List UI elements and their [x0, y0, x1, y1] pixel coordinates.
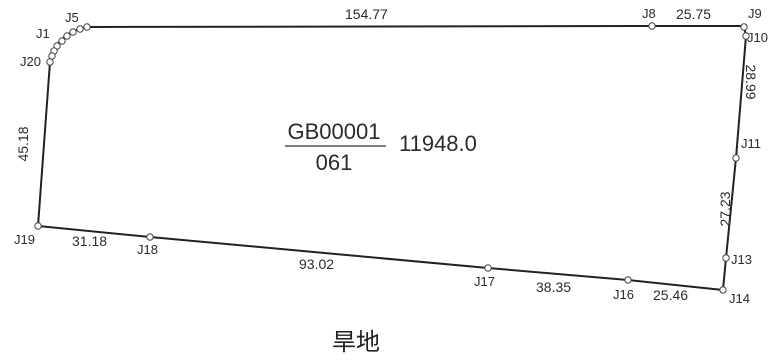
- point-marker-j16: [624, 276, 632, 284]
- parcel-area: 11948.0: [399, 131, 477, 156]
- point-label-j5: J5: [65, 10, 79, 25]
- point-label-j20: J20: [20, 54, 41, 69]
- point-label-j9: J9: [748, 6, 762, 21]
- edge-length-j17-j18: 93.02: [299, 256, 334, 272]
- edge-length-j14-j16: 25.46: [653, 287, 688, 303]
- boundary-points: [34, 22, 750, 294]
- parcel-number: 061: [316, 150, 353, 175]
- point-marker-j13: [722, 254, 730, 262]
- point-label-j1: J1: [36, 26, 50, 41]
- point-label-j8: J8: [642, 6, 656, 21]
- point-marker-arc-3: [63, 32, 71, 40]
- point-label-j17: J17: [474, 274, 495, 289]
- point-label-j11: J11: [741, 136, 761, 151]
- edge-length-j18-j19: 31.18: [72, 233, 107, 249]
- point-label-j19: J19: [14, 232, 35, 247]
- point-label-j14: J14: [729, 291, 750, 306]
- point-label-j13: J13: [731, 252, 752, 267]
- point-marker-j20: [46, 58, 54, 66]
- point-marker-arc-2: [69, 28, 77, 36]
- edge-length-j19-j20: 45.18: [15, 126, 31, 161]
- point-label-j18: J18: [137, 242, 158, 257]
- edge-length-j5-j8: 154.77: [345, 6, 388, 22]
- point-marker-j14: [719, 286, 727, 294]
- point-marker-j1: [58, 37, 66, 45]
- point-label-j10: J10: [747, 30, 768, 45]
- edge-length-j8-j9: 25.75: [676, 6, 711, 22]
- point-marker-j11: [732, 154, 740, 162]
- edge-length-j11-j13: 27.23: [717, 191, 733, 226]
- point-marker-j10: [742, 32, 750, 40]
- point-marker-j8: [648, 22, 656, 30]
- point-label-j16: J16: [613, 287, 634, 302]
- edge-length-j10-j11: 28.99: [743, 64, 759, 99]
- point-marker-j9: [740, 23, 748, 31]
- land-use-label: 旱地: [332, 328, 380, 356]
- point-marker-arc-1: [76, 25, 84, 33]
- point-marker-arc-6: [48, 52, 56, 60]
- point-marker-j17: [484, 264, 492, 272]
- edge-length-j16-j17: 38.35: [536, 279, 571, 295]
- parcel-code: GB00001: [288, 119, 381, 144]
- point-marker-j19: [34, 222, 42, 230]
- point-marker-j5: [83, 23, 91, 31]
- point-marker-j18: [146, 233, 154, 241]
